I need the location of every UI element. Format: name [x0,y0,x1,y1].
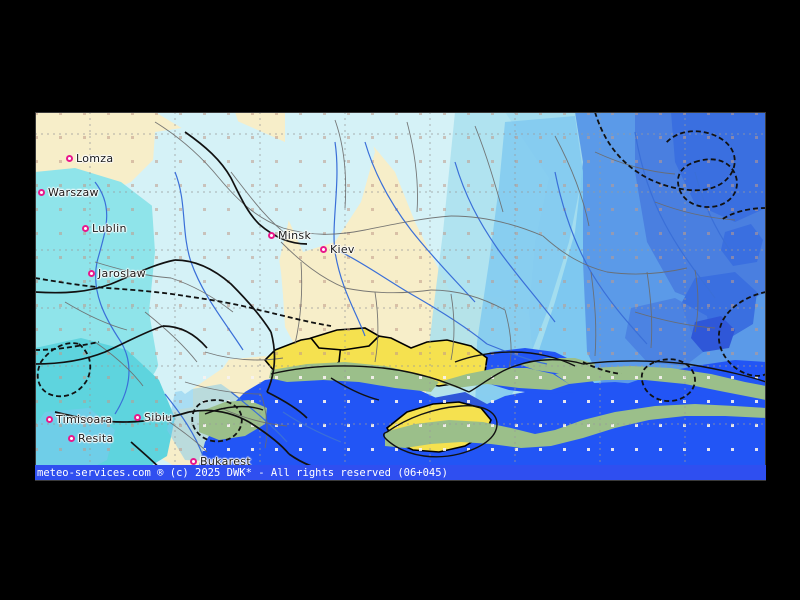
region-borders [64,119,736,453]
rivers [94,131,732,457]
copyright-text: meteo-services.com ® (c) 2025 DWK* - All… [37,466,448,479]
copyright-bar: meteo-services.com ® (c) 2025 DWK* - All… [35,465,766,480]
map-canvas [35,112,766,481]
weather-map[interactable]: Minsk Lomza Warszaw Lublin Jaroslaw Kiev… [35,112,766,481]
grid-dots [35,112,766,481]
isotherm-contours [35,112,766,443]
coastline [204,351,766,458]
temperature-field [35,112,766,481]
